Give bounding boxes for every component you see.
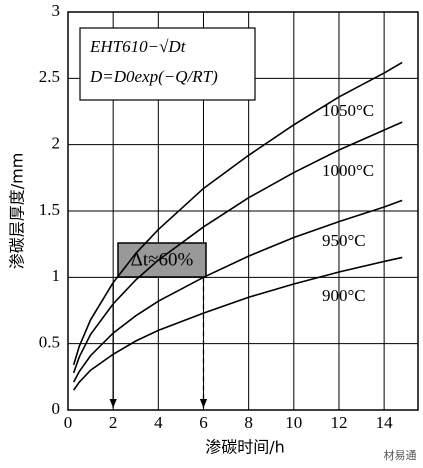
- series-label: 1050°C: [322, 101, 374, 120]
- y-tick-label: 1.5: [39, 200, 60, 219]
- formula-box: [79, 27, 256, 101]
- x-tick-label: 12: [330, 413, 347, 432]
- y-tick-label: 0.5: [39, 333, 60, 352]
- watermark: 材易通: [384, 448, 417, 462]
- formula-2: D=D0exp(−Q/RT): [89, 67, 218, 86]
- y-tick-label: 0: [52, 399, 61, 418]
- y-axis-title: 渗碳层厚度/mm: [8, 153, 27, 270]
- x-tick-label: 2: [109, 413, 118, 432]
- x-tick-label: 6: [199, 413, 208, 432]
- x-tick-label: 8: [244, 413, 253, 432]
- x-tick-label: 4: [154, 413, 163, 432]
- series-label: 900°C: [322, 286, 366, 305]
- x-axis-title: 渗碳时间/h: [205, 438, 285, 457]
- y-tick-label: 3: [52, 1, 61, 20]
- line: [72, 61, 403, 366]
- x-tick-label: 10: [285, 413, 302, 432]
- y-tick-label: 1: [52, 266, 61, 285]
- line: [72, 199, 403, 383]
- y-tick-label: 2: [52, 134, 61, 153]
- line: [72, 256, 403, 391]
- series-label: 950°C: [322, 231, 366, 250]
- formula-1: EHT610−√Dt: [89, 37, 187, 56]
- delta-box: [117, 242, 207, 278]
- plot-frame: [67, 11, 419, 411]
- x-tick-label: 0: [64, 413, 73, 432]
- line: [72, 121, 403, 374]
- series-label: 1000°C: [322, 161, 374, 180]
- y-tick-label: 2.5: [39, 67, 60, 86]
- x-tick-label: 14: [376, 413, 394, 432]
- delta-label: Δt≈60%: [131, 249, 194, 270]
